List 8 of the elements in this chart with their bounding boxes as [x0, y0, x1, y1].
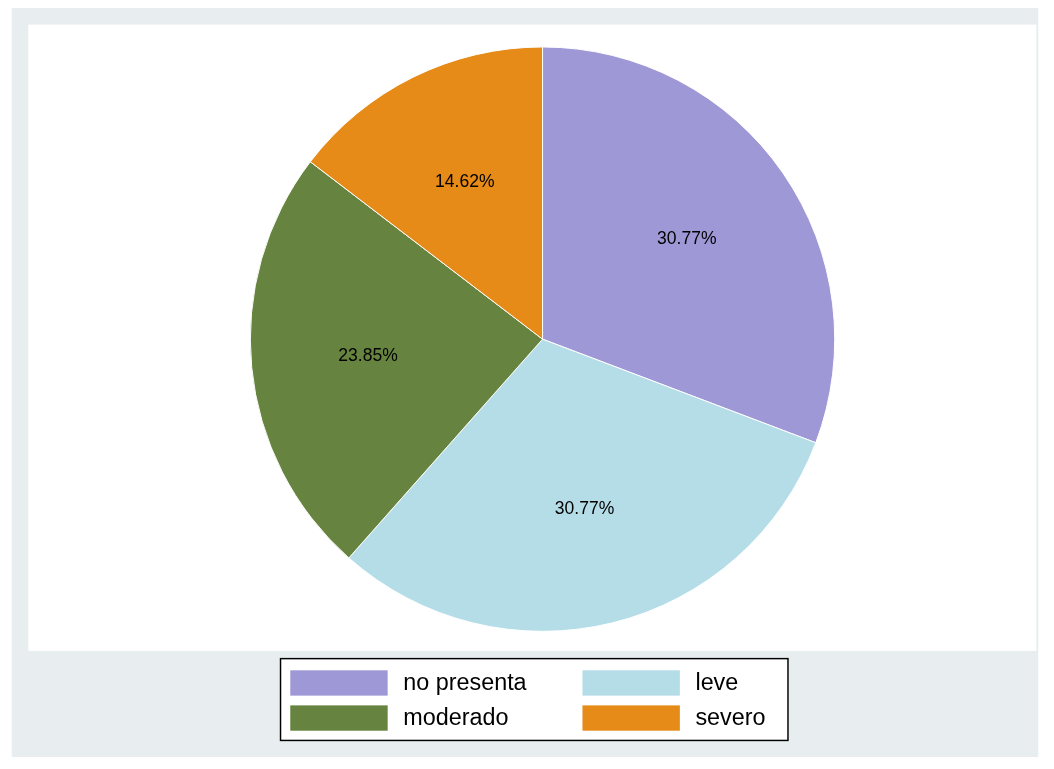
- legend-label: moderado: [403, 704, 509, 731]
- data-label: 30.77%: [657, 228, 717, 249]
- legend-label: severo: [695, 704, 766, 731]
- legend-label: leve: [695, 669, 739, 696]
- legend-label: no presenta: [403, 669, 527, 696]
- data-label: 30.77%: [554, 498, 615, 518]
- data-label: 14.62%: [435, 170, 495, 191]
- data-label: 23.85%: [338, 344, 398, 365]
